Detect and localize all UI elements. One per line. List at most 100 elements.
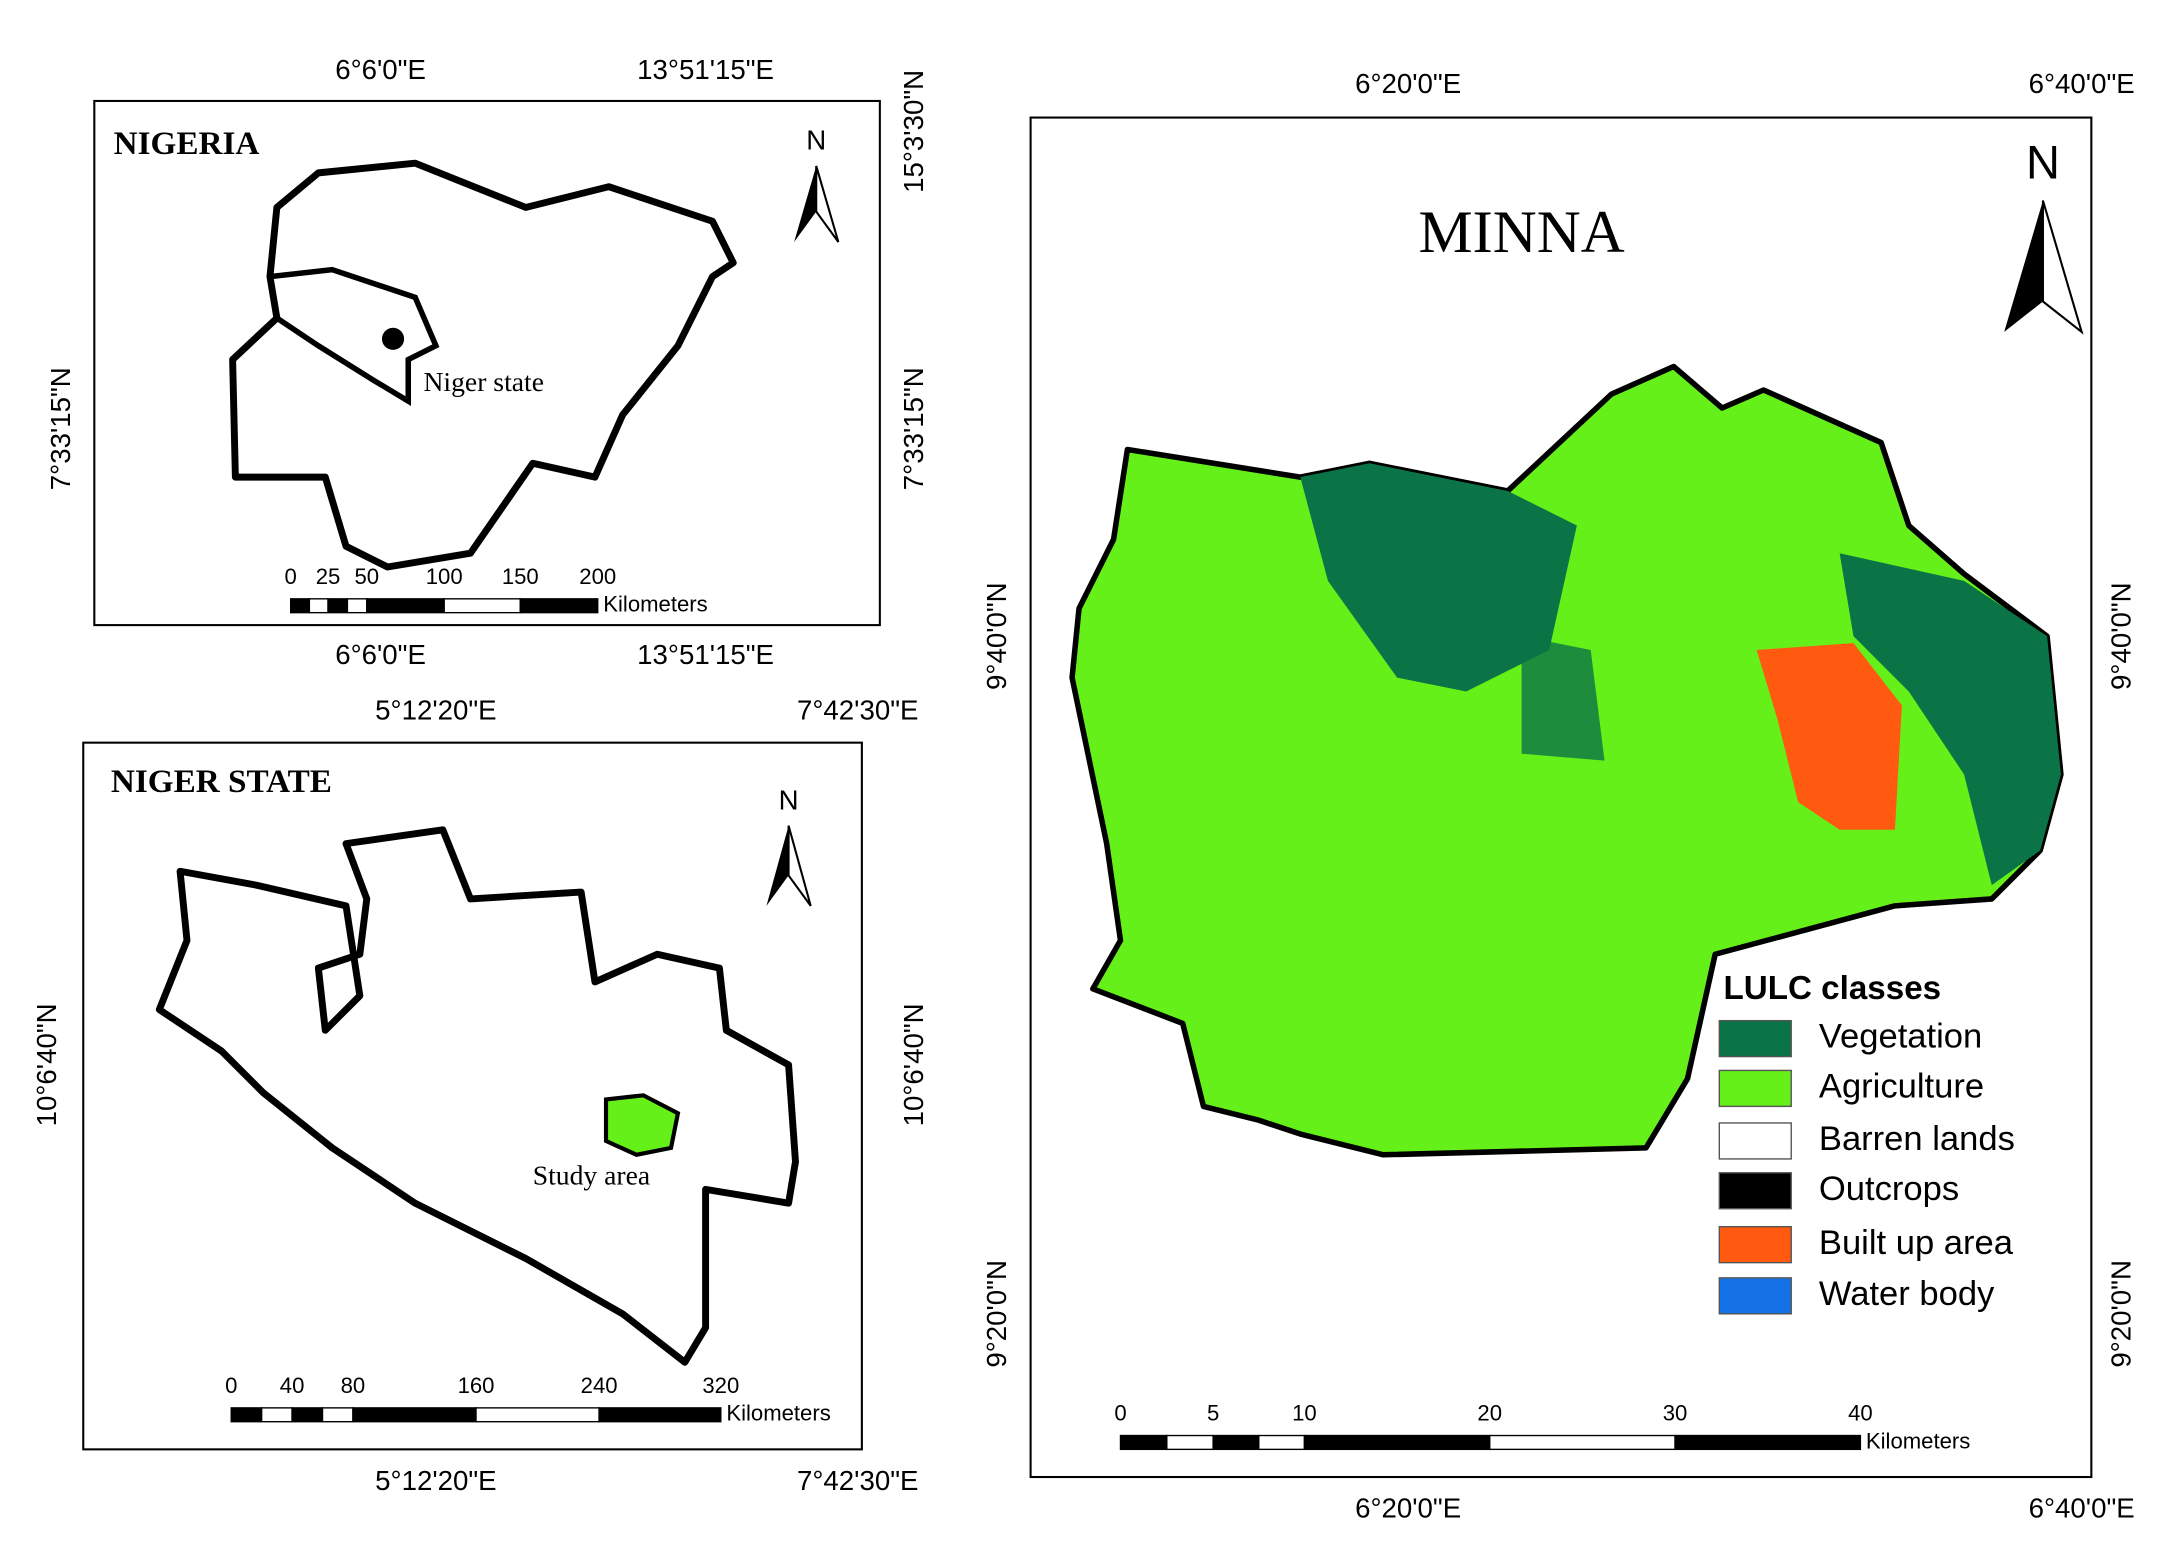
niger-state-outline [155, 826, 799, 1366]
built-up-patch [1756, 643, 1902, 830]
vegetation-patch [1300, 463, 1577, 692]
scale-label: 5 [1207, 1401, 1219, 1426]
north-arrow [794, 165, 817, 243]
scale-label: 40 [1848, 1401, 1873, 1426]
scale-bar-segment [519, 598, 599, 614]
scale-label: 25 [316, 564, 341, 589]
longitude-label: 6°20'0"E [1355, 1493, 1461, 1524]
scale-bar-segment [366, 598, 445, 614]
legend-label: Barren lands [1819, 1120, 2015, 1158]
latitude-label: 9°20'0"N [981, 1260, 1012, 1368]
panel-title: NIGERIA [114, 125, 260, 162]
north-arrow [787, 825, 812, 907]
scale-label: 40 [280, 1373, 305, 1398]
scale-label: 0 [225, 1373, 237, 1398]
place-label: Niger state [423, 366, 544, 397]
longitude-label: 6°40'0"E [2029, 1493, 2135, 1524]
scale-label: 150 [502, 564, 539, 589]
scale-bar-segment [346, 598, 368, 614]
longitude-label: 7°42'30"E [797, 695, 918, 726]
scale-bar-segment [1303, 1434, 1491, 1451]
legend-label: Built up area [1819, 1224, 2014, 1262]
scale-label: 10 [1292, 1401, 1317, 1426]
scale-label: 50 [354, 564, 379, 589]
scale-label: 80 [341, 1373, 366, 1398]
scale-bar-segment [1258, 1434, 1306, 1451]
longitude-label: 6°6'0"E [335, 639, 426, 670]
scale-label: 0 [1114, 1401, 1126, 1426]
scale-unit: Kilometers [603, 592, 707, 617]
scale-unit: Kilometers [1866, 1428, 1970, 1453]
scale-bar-segment [352, 1407, 477, 1423]
longitude-label: 7°42'30"E [797, 1465, 918, 1496]
legend-swatch [1718, 1122, 1792, 1160]
scale-bar-segment [443, 598, 521, 614]
scale-bar-segment [290, 598, 311, 614]
frame [82, 741, 863, 1451]
scale-bar-segment [321, 1407, 354, 1423]
latitude-label: 10°6'40"N [898, 1003, 929, 1126]
minna-area [1069, 363, 2064, 1158]
longitude-label: 13°51'15"E [637, 639, 774, 670]
latitude-label: 7°33'15"N [45, 367, 76, 490]
scale-bar-segment [260, 1407, 293, 1423]
study-area-marker [381, 327, 405, 350]
north-arrow [2041, 200, 2084, 335]
panel-title: MINNA [1418, 199, 1624, 266]
scale-label: 20 [1477, 1401, 1502, 1426]
longitude-label: 5°12'20"E [375, 1465, 496, 1496]
longitude-label: 6°20'0"E [1355, 68, 1461, 99]
vegetation-patch [1839, 553, 2061, 886]
scale-bar-segment [1212, 1434, 1260, 1451]
longitude-label: 13°51'15"E [637, 54, 774, 85]
north-arrow [815, 165, 840, 243]
legend-label: Water body [1819, 1275, 1995, 1313]
scale-label: 30 [1663, 1401, 1688, 1426]
scale-bar-segment [1489, 1434, 1676, 1451]
legend-label: Vegetation [1819, 1018, 1982, 1056]
north-arrow [2004, 200, 2043, 332]
scale-label: 100 [426, 564, 463, 589]
scale-bar-segment [308, 598, 329, 614]
legend-label: Agriculture [1819, 1068, 1984, 1106]
latitude-label: 9°40'0"N [981, 582, 1012, 690]
scale-bar-segment [475, 1407, 600, 1423]
scale-bar-segment [1166, 1434, 1214, 1451]
scale-label: 200 [579, 564, 616, 589]
scale-bar-segment [1119, 1434, 1168, 1451]
scale-bar-segment [291, 1407, 324, 1423]
legend-swatch [1718, 1226, 1792, 1264]
north-label: N [2026, 135, 2060, 188]
frame [1029, 116, 2093, 1479]
scale-unit: Kilometers [726, 1401, 830, 1426]
latitude-label: 7°33'15"N [898, 367, 929, 490]
legend-swatch [1718, 1172, 1792, 1210]
scale-label: 240 [581, 1373, 618, 1398]
longitude-label: 6°40'0"E [2029, 68, 2135, 99]
vegetation-patch [1521, 636, 1605, 761]
legend-swatch [1718, 1019, 1792, 1058]
north-arrow [766, 825, 789, 906]
scale-bar-segment [598, 1407, 722, 1423]
latitude-label: 9°40'0"N [2105, 582, 2136, 690]
legend-title: LULC classes [1723, 970, 1941, 1007]
north-label: N [779, 784, 799, 815]
latitude-label: 9°20'0"N [2105, 1260, 2136, 1368]
nigeria-outline [229, 159, 737, 571]
frame [93, 99, 881, 627]
place-label: Study area [533, 1160, 650, 1191]
legend-label: Outcrops [1819, 1170, 1959, 1208]
longitude-label: 5°12'20"E [375, 695, 496, 726]
scale-label: 160 [458, 1373, 495, 1398]
scale-bar-segment [327, 598, 349, 614]
scale-label: 0 [285, 564, 297, 589]
legend-swatch [1718, 1069, 1792, 1108]
longitude-label: 6°6'0"E [335, 54, 426, 85]
latitude-label: 15°3'30"N [898, 70, 929, 193]
north-label: N [806, 125, 826, 156]
scale-bar-segment [230, 1407, 263, 1423]
panel-title: NIGER STATE [111, 763, 332, 800]
scale-bar-segment [1674, 1434, 1862, 1451]
niger-state-outline [269, 266, 440, 406]
